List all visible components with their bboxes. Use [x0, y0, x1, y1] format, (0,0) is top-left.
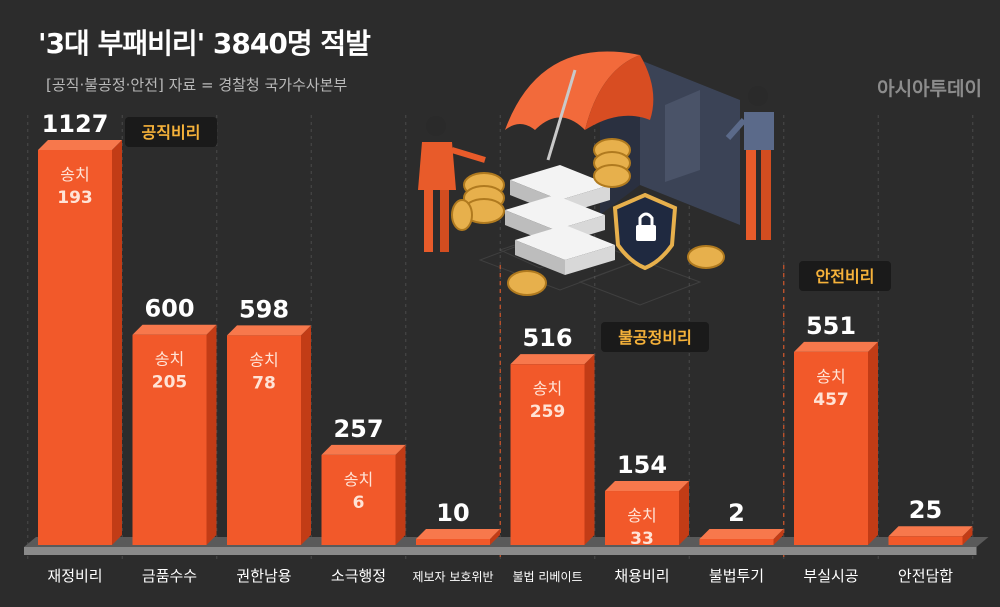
detained-value: 205 — [152, 373, 188, 393]
corruption-illustration — [418, 51, 774, 306]
detained-value: 33 — [630, 529, 654, 549]
bar — [888, 536, 963, 545]
bar-base-edge — [118, 547, 221, 555]
bar — [132, 334, 207, 545]
bar-base-edge — [874, 547, 977, 555]
data-label: 154 — [617, 451, 667, 479]
bar-base-edge — [307, 547, 410, 555]
detained-label: 송치 — [249, 350, 278, 369]
bar-top — [605, 481, 689, 492]
category-label: 불법 리베이트 — [512, 570, 582, 584]
detained-label: 송치 — [533, 379, 562, 398]
person-icon — [725, 86, 774, 240]
page-subtitle: [공직·불공정·안전] 자료 = 경찰청 국가수사본부 — [46, 76, 348, 94]
group-badge — [601, 322, 709, 352]
data-label: 516 — [522, 324, 572, 352]
bar — [38, 150, 112, 545]
coin-icon — [451, 138, 725, 296]
bar-top — [321, 444, 406, 455]
category-label: 권한남용 — [236, 567, 291, 585]
bar-top — [132, 324, 217, 335]
bar-top — [699, 529, 784, 539]
lock-shield-icon — [612, 192, 678, 271]
category-label: 재정비리 — [47, 567, 102, 585]
bar — [416, 539, 490, 545]
bar-side — [584, 354, 595, 545]
group-label: 안전비리 — [816, 267, 875, 286]
umbrella-icon — [505, 51, 654, 161]
category-label: 안전담합 — [898, 567, 953, 585]
data-label: 10 — [436, 499, 469, 527]
detained-value: 78 — [252, 373, 276, 393]
category-label: 금품수수 — [142, 567, 197, 585]
bar — [794, 351, 868, 545]
data-label: 2 — [728, 499, 745, 527]
bar-base-edge — [213, 547, 315, 555]
category-label: 부실시공 — [803, 567, 858, 585]
money-stack-icon — [505, 165, 615, 275]
detained-value: 457 — [813, 390, 849, 410]
bar-side — [490, 529, 500, 545]
bar-side — [112, 140, 122, 545]
bar-base-edge — [685, 547, 788, 555]
bar-top — [510, 354, 595, 365]
detained-label: 송치 — [816, 367, 845, 386]
category-label: 소극행정 — [331, 567, 386, 585]
bar-base-edge — [496, 547, 599, 555]
detained-label: 송치 — [60, 165, 89, 184]
detained-label: 송치 — [344, 470, 373, 489]
data-label: 1127 — [42, 110, 109, 138]
data-label: 551 — [806, 312, 856, 340]
bar-side — [301, 325, 311, 545]
bar-side — [679, 481, 689, 545]
bar-side — [962, 526, 973, 545]
bar-top — [38, 140, 122, 150]
bar-base-edge — [24, 547, 126, 555]
category-label: 채용비리 — [614, 567, 669, 585]
bar-top — [888, 526, 973, 537]
detained-label: 송치 — [155, 350, 184, 369]
bar-top — [227, 325, 311, 336]
bar — [510, 364, 585, 545]
category-label: 제보자 보호위반 — [412, 570, 493, 584]
bar — [321, 454, 396, 545]
bar-base-edge — [402, 547, 504, 555]
detained-label: 송치 — [627, 506, 656, 525]
detained-value: 193 — [57, 188, 93, 208]
bar-base-edge — [780, 547, 882, 555]
person-icon — [418, 116, 486, 252]
bar — [605, 491, 679, 545]
group-badge — [125, 117, 217, 147]
category-label: 불법투기 — [709, 567, 764, 585]
detained-value: 6 — [353, 493, 365, 513]
bars: 1127 송치 193 재정비리 600 송치 205 금품수수 598 송치 78 권한남용 257 송… — [24, 110, 989, 585]
data-label: 25 — [909, 496, 942, 524]
bar-side — [868, 341, 878, 545]
data-label: 257 — [333, 415, 383, 443]
data-label: 598 — [239, 295, 289, 323]
bar-side — [773, 529, 784, 545]
bar-side — [206, 324, 217, 545]
bar-base-edge — [591, 547, 693, 555]
page-title: '3대 부패비리' 3840명 적발 — [38, 27, 371, 60]
group-label: 불공정비리 — [618, 328, 692, 347]
bar-side — [395, 444, 406, 545]
data-label: 600 — [144, 295, 194, 323]
grid-lines — [27, 115, 974, 560]
bar-top — [416, 529, 500, 539]
group-badge — [799, 261, 891, 291]
bar — [699, 539, 774, 545]
bar — [227, 335, 301, 545]
group-label: 공직비리 — [142, 123, 201, 142]
detained-value: 259 — [530, 402, 566, 422]
brand-logo: 아시아투데이 — [877, 78, 982, 100]
bar-top — [794, 341, 878, 352]
